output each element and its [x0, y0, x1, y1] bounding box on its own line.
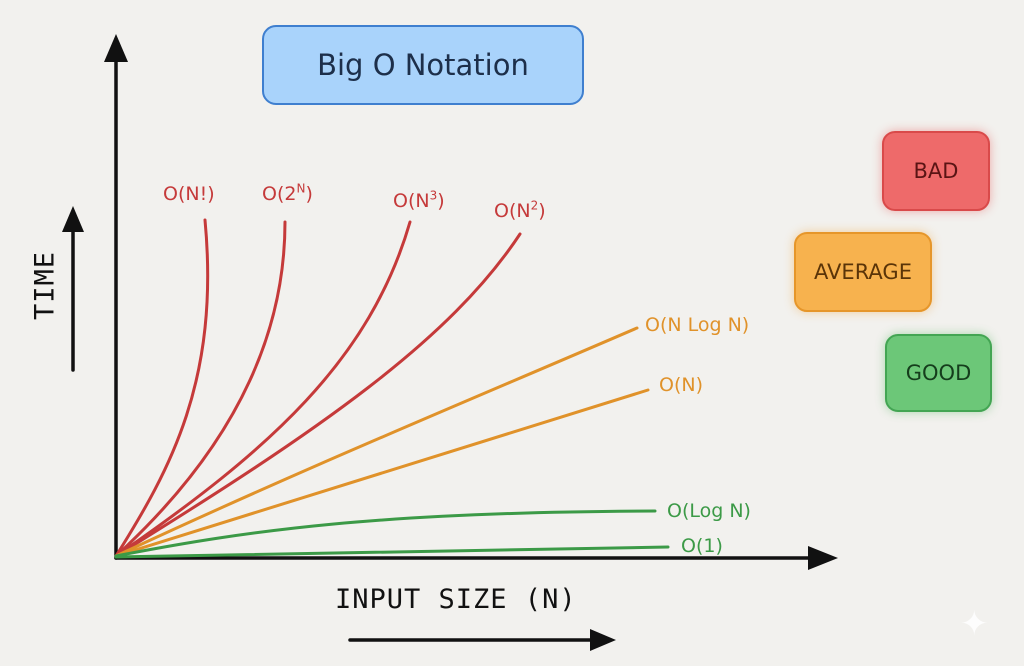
curve-nlogn [114, 326, 639, 558]
x-axis-arrowhead-icon [808, 546, 838, 570]
label-quadratic: O(N2) [494, 198, 546, 222]
y-direction-arrowhead-icon [62, 206, 84, 232]
label-constant: O(1) [681, 535, 723, 557]
curve-constant [114, 545, 670, 559]
legend-good-label: GOOD [905, 361, 972, 385]
legend-good: GOOD [885, 334, 992, 412]
curve-quadratic [114, 232, 522, 558]
sparkle-icon: ✦ [960, 604, 989, 644]
label-cubic: O(N3) [393, 188, 445, 212]
curve-linear [114, 388, 650, 558]
curve-cubic [114, 220, 412, 558]
legend-average-label: AVERAGE [814, 260, 912, 284]
axes [71, 56, 820, 642]
curve-factorial [114, 218, 210, 558]
y-axis-label: TIME [29, 250, 61, 321]
curve-exponential [114, 220, 287, 558]
label-logn: O(Log N) [667, 500, 751, 522]
diagram-title: Big O Notation [317, 48, 529, 82]
title-box: Big O Notation [262, 25, 584, 105]
x-axis-label: INPUT SIZE (N) [335, 584, 577, 615]
legend-bad-label: BAD [913, 159, 959, 183]
label-exponential: O(2N) [262, 181, 313, 205]
x-direction-arrowhead-icon [590, 629, 616, 651]
curve-logn [114, 509, 657, 558]
label-linear: O(N) [659, 374, 703, 396]
label-nlogn: O(N Log N) [645, 314, 750, 336]
legend-average: AVERAGE [794, 232, 932, 312]
y-axis-arrowhead-icon [104, 34, 128, 62]
legend-bad: BAD [882, 131, 990, 211]
label-factorial: O(N!) [163, 183, 215, 205]
